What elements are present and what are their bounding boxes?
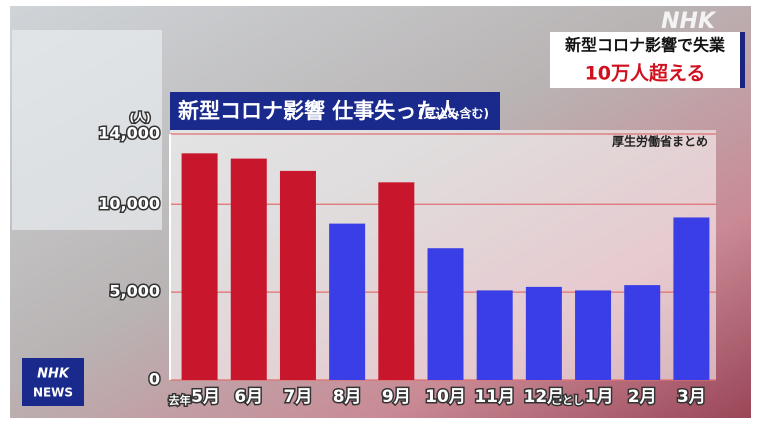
source: 厚生労働省まとめ: [612, 134, 708, 149]
bar: [624, 285, 660, 380]
year-mark: 去年: [169, 393, 191, 407]
news-logo: NHK: [37, 367, 70, 382]
bar: [231, 159, 267, 380]
x-tick-label: 5月: [191, 387, 220, 407]
chart-title: 新型コロナ影響 仕事失った人: [178, 99, 458, 123]
bar: [378, 182, 414, 380]
y-tick-label: 5,000: [109, 282, 160, 301]
bar: [428, 248, 464, 380]
headline-accent: [740, 32, 745, 88]
bar: [329, 224, 365, 380]
x-tick-label: 3月: [677, 387, 706, 407]
x-tick-label: 1月: [585, 387, 614, 407]
x-tick-label: 7月: [284, 387, 313, 407]
y-unit: (人): [129, 110, 150, 124]
x-tick-label: 6月: [234, 387, 263, 407]
bar: [182, 153, 218, 380]
bar: [280, 171, 316, 380]
chart: NHK 新型コロナ影響で失業 10万人超える 新型コロナ影響 仕事失った人 (見…: [0, 0, 761, 428]
y-tick-label: 14,000: [98, 124, 160, 143]
headline: 新型コロナ影響で失業: [565, 36, 726, 55]
x-tick-label: 10月: [425, 387, 466, 407]
y-tick-label: 0: [149, 370, 160, 389]
bar: [477, 290, 513, 380]
logo: NHK: [661, 9, 717, 34]
y-tick-label: 10,000: [98, 194, 160, 213]
bar: [575, 290, 611, 380]
chart-subtitle: (見込み含む): [418, 106, 489, 121]
year-mark: ことし: [551, 394, 584, 407]
x-tick-label: 9月: [382, 387, 411, 407]
bar: [526, 287, 562, 380]
headline: 10万人超える: [585, 62, 706, 85]
x-tick-label: 8月: [333, 387, 362, 407]
x-tick-label: 11月: [474, 387, 515, 407]
news-logo: NEWS: [33, 386, 73, 400]
bar: [673, 217, 709, 380]
x-tick-label: 2月: [628, 387, 657, 407]
